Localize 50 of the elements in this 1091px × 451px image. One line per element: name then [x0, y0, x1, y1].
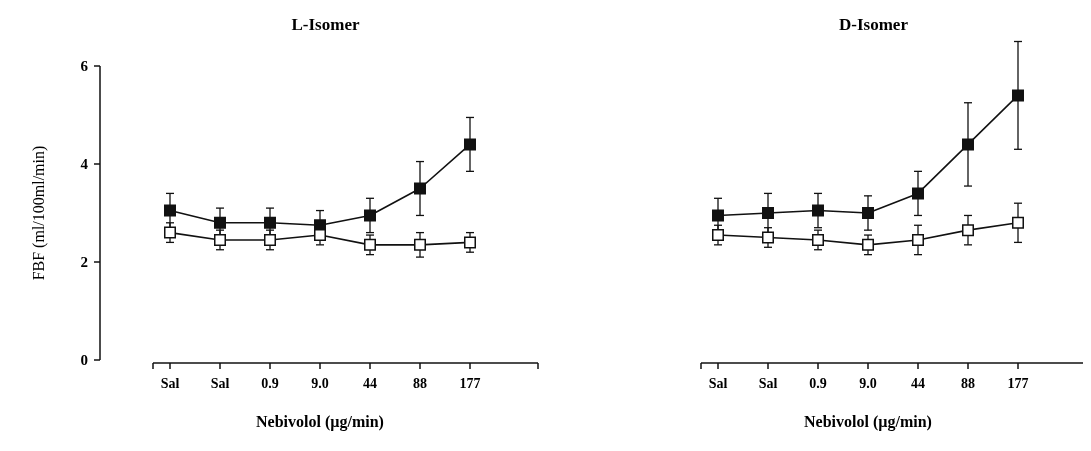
point — [364, 209, 376, 222]
x-axis-title: Nebivolol (µg/min) — [256, 413, 384, 431]
point — [1012, 89, 1024, 102]
point — [264, 233, 276, 246]
x-tick-label: 9.0 — [311, 376, 329, 391]
point — [364, 238, 376, 251]
point — [1012, 216, 1024, 229]
point — [762, 207, 774, 219]
point — [962, 224, 974, 237]
x-tick-label: 9.0 — [859, 376, 877, 391]
point — [912, 187, 924, 200]
chart-title: L-Isomer — [291, 15, 360, 34]
y-axis-title: FBF (ml/100ml/min) — [30, 145, 48, 281]
point — [164, 226, 176, 239]
x-tick-label: 0.9 — [809, 376, 827, 391]
point — [812, 233, 824, 246]
point — [164, 204, 176, 217]
chart-title: D-Isomer — [839, 15, 909, 34]
point — [464, 236, 476, 249]
x-axis-title: Nebivolol (µg/min) — [804, 413, 932, 431]
y-tick-label: 2 — [80, 254, 88, 270]
point — [414, 238, 426, 251]
point — [712, 229, 724, 242]
point — [762, 231, 774, 244]
point — [812, 204, 824, 217]
point — [712, 209, 724, 222]
x-tick-label: 88 — [961, 376, 975, 391]
point — [414, 182, 426, 195]
x-tick-label: 44 — [911, 376, 925, 391]
point — [912, 233, 924, 246]
point — [862, 238, 874, 251]
x-tick-label: Sal — [160, 376, 180, 391]
point — [464, 138, 476, 151]
point — [962, 138, 974, 151]
point — [862, 207, 874, 219]
x-tick-label: 44 — [363, 376, 377, 391]
y-tick-label: 6 — [80, 58, 89, 74]
point — [314, 229, 326, 242]
point — [264, 216, 276, 229]
x-tick-label: Sal — [708, 376, 728, 391]
y-tick-label: 4 — [80, 156, 89, 172]
y-tick-label: 0 — [80, 352, 88, 368]
x-tick-label: Sal — [210, 376, 230, 391]
x-tick-label: 88 — [413, 376, 427, 391]
point — [214, 216, 226, 229]
x-tick-label: 177 — [459, 376, 481, 391]
x-tick-label: 0.9 — [261, 376, 279, 391]
x-tick-label: Sal — [758, 376, 778, 391]
point — [214, 233, 226, 246]
x-tick-label: 177 — [1007, 376, 1029, 391]
